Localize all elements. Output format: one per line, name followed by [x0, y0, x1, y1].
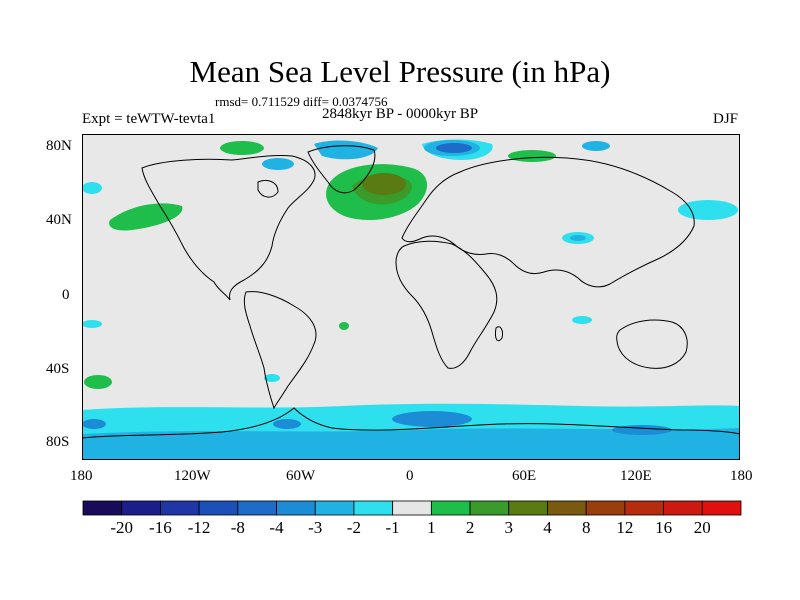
colorbar-swatch	[624, 500, 664, 516]
colorbar-label: -12	[187, 518, 211, 537]
colorbar-label: 8	[581, 518, 591, 537]
stats-label: rmsd= 0.711529 diff= 0.0374756	[215, 94, 388, 109]
colorbar-label: 12	[616, 518, 634, 537]
colorbar-label: -4	[269, 518, 284, 537]
x-tick-label: 0	[406, 468, 414, 484]
y-tick-label: 40S	[46, 361, 70, 377]
y-tick-label: 0	[62, 287, 70, 303]
colorbar-swatch	[276, 500, 316, 516]
colorbar-swatch	[585, 500, 626, 516]
colorbar	[82, 500, 742, 516]
y-tick-label: 80S	[46, 434, 70, 450]
colorbar-swatch	[160, 500, 200, 516]
colorbar-swatch	[469, 500, 510, 516]
x-tick-label: 60E	[512, 468, 537, 484]
y-tick-label: 80N	[46, 138, 72, 154]
colorbar-label: 16	[655, 518, 673, 537]
colorbar-swatch	[547, 500, 587, 516]
colorbar-swatch	[237, 500, 277, 516]
map-plot	[82, 134, 741, 460]
colorbar-swatch	[353, 500, 394, 516]
x-tick-label: 120W	[174, 468, 211, 484]
map-frame	[82, 134, 740, 460]
colorbar-label: 3	[504, 518, 514, 537]
x-tick-label: 180	[730, 468, 753, 484]
colorbar-swatch	[701, 500, 742, 516]
colorbar-swatch	[82, 500, 123, 516]
colorbar-swatch	[430, 500, 471, 516]
colorbar-swatch	[314, 500, 355, 516]
x-tick-label: 60W	[286, 468, 316, 484]
x-tick-label: 180	[70, 468, 93, 484]
colorbar-swatch	[392, 500, 432, 516]
x-tick-label: 120E	[620, 468, 652, 484]
colorbar-swatch	[121, 500, 161, 516]
colorbar-label: 20	[693, 518, 711, 537]
colorbar-label: -2	[346, 518, 361, 537]
colorbar-label: 2	[465, 518, 475, 537]
colorbar-label: -16	[149, 518, 172, 537]
map-title: Mean Sea Level Pressure (in hPa)	[189, 54, 611, 89]
y-tick-label: 40N	[46, 212, 72, 228]
colorbar-label: 4	[543, 518, 552, 537]
coastlines	[82, 145, 741, 439]
colorbar-swatch	[508, 500, 548, 516]
colorbar-swatch	[198, 500, 239, 516]
colorbar-label: 1	[427, 518, 436, 537]
colorbar-label: -8	[230, 518, 245, 537]
colorbar-label: -3	[308, 518, 323, 537]
period-label: 2848kyr BP - 0000kyr BP	[322, 106, 479, 122]
colorbar-label: -20	[110, 518, 134, 537]
season-label: DJF	[713, 111, 739, 127]
colorbar-label: -1	[385, 518, 400, 537]
experiment-label: Expt = teWTW-tevta1	[82, 111, 216, 127]
colorbar-swatch	[663, 500, 703, 516]
anomaly-patches	[82, 139, 740, 460]
